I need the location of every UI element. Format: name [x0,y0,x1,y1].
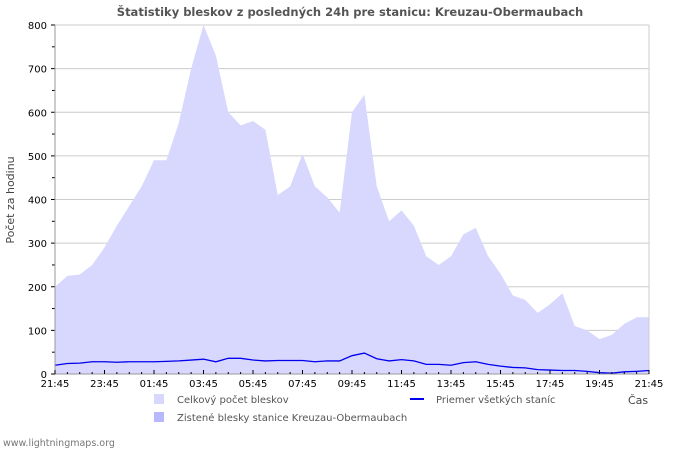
legend-label-total: Celkový počet bleskov [177,394,289,406]
y-tick-label: 0 [41,370,47,381]
legend-swatch-total [154,394,164,404]
y-axis-label: Počet za hodinu [4,156,17,243]
legend-swatch-station [154,412,164,422]
x-tick-label: 19:45 [585,379,614,390]
x-tick-label: 01:45 [140,379,169,390]
y-tick-label: 400 [28,196,47,207]
y-tick-label: 200 [28,283,47,294]
source-footer: www.lightningmaps.org [3,438,115,449]
chart-title: Štatistiky bleskov z posledných 24h pre … [117,4,583,19]
legend-label-average: Priemer všetkých staníc [436,394,556,406]
y-tick-label: 600 [28,108,47,119]
x-tick-label: 17:45 [536,379,565,390]
y-tick-label: 300 [28,239,47,250]
x-tick-label: 11:45 [387,379,416,390]
y-tick-label: 500 [28,152,47,163]
y-tick-label: 100 [28,326,47,337]
x-tick-label: 21:45 [41,379,70,390]
legend-label-station: Zistené blesky stanice Kreuzau-Obermauba… [177,412,407,424]
x-tick-label: 15:45 [486,379,515,390]
x-axis-label: Čas [628,394,648,407]
x-tick-label: 05:45 [239,379,268,390]
y-tick-label: 700 [28,65,47,76]
x-tick-label: 07:45 [288,379,317,390]
total-lightning-area [55,25,649,374]
x-tick-label: 03:45 [189,379,218,390]
x-tick-label: 23:45 [90,379,119,390]
x-tick-label: 13:45 [437,379,466,390]
x-tick-label: 09:45 [338,379,367,390]
y-tick-label: 800 [28,21,47,32]
x-tick-label: 21:45 [635,379,664,390]
